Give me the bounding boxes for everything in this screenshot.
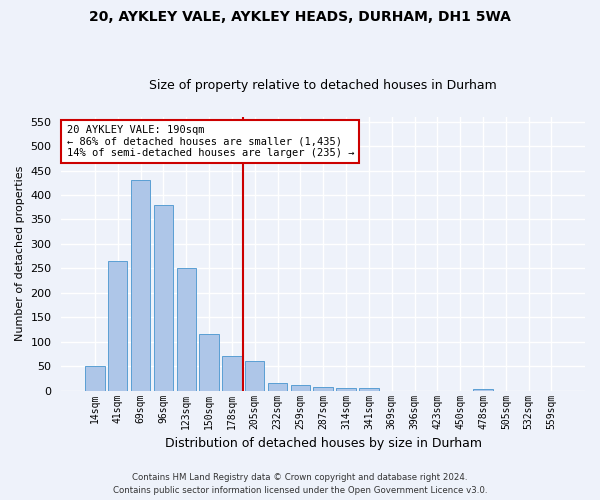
- Text: Contains HM Land Registry data © Crown copyright and database right 2024.
Contai: Contains HM Land Registry data © Crown c…: [113, 474, 487, 495]
- Bar: [268, 384, 287, 390]
- Text: 20, AYKLEY VALE, AYKLEY HEADS, DURHAM, DH1 5WA: 20, AYKLEY VALE, AYKLEY HEADS, DURHAM, D…: [89, 10, 511, 24]
- Bar: [337, 388, 356, 390]
- Bar: [154, 205, 173, 390]
- Bar: [85, 366, 104, 390]
- Bar: [245, 362, 265, 390]
- Bar: [222, 356, 242, 390]
- Text: 20 AYKLEY VALE: 190sqm
← 86% of detached houses are smaller (1,435)
14% of semi-: 20 AYKLEY VALE: 190sqm ← 86% of detached…: [67, 125, 354, 158]
- Bar: [290, 385, 310, 390]
- Bar: [313, 386, 333, 390]
- X-axis label: Distribution of detached houses by size in Durham: Distribution of detached houses by size …: [165, 437, 482, 450]
- Bar: [131, 180, 150, 390]
- Bar: [108, 261, 127, 390]
- Bar: [473, 389, 493, 390]
- Title: Size of property relative to detached houses in Durham: Size of property relative to detached ho…: [149, 79, 497, 92]
- Bar: [359, 388, 379, 390]
- Y-axis label: Number of detached properties: Number of detached properties: [15, 166, 25, 342]
- Bar: [176, 268, 196, 390]
- Bar: [199, 334, 219, 390]
